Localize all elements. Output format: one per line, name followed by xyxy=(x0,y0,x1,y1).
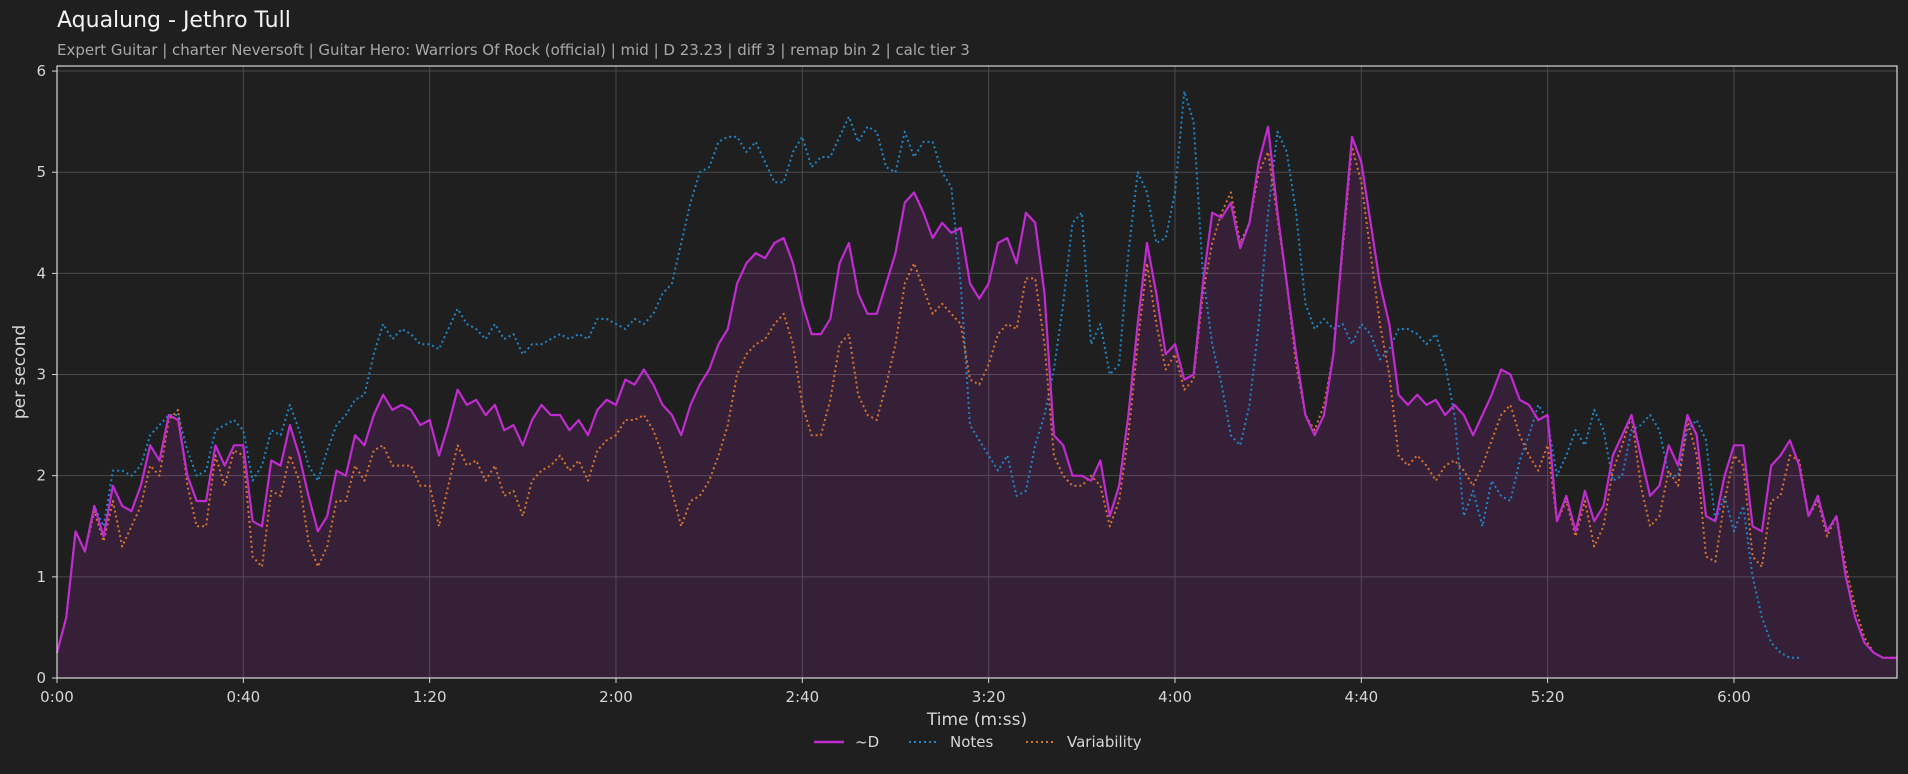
x-tick-label: 4:40 xyxy=(1344,688,1378,706)
area-fill-layer xyxy=(57,126,1897,678)
series-line-d xyxy=(55,125,1897,659)
x-axis-label: Time (m:ss) xyxy=(926,710,1027,730)
y-tick-label: 0 xyxy=(36,669,46,687)
x-tick-label: 2:40 xyxy=(785,688,819,706)
legend-label: ~D xyxy=(855,733,879,751)
legend: ~D Notes Variability xyxy=(814,733,1142,751)
legend-label: Variability xyxy=(1067,733,1142,751)
y-tick-label: 4 xyxy=(36,264,46,282)
x-tick-label: 2:00 xyxy=(599,688,633,706)
x-tick-label: 0:40 xyxy=(226,688,260,706)
x-tick-label: 1:20 xyxy=(413,688,447,706)
x-axis-ticks: 0:00 0:40 1:20 2:00 2:40 3:20 4:00 4:40 5:20 6:00 xyxy=(40,678,1751,706)
x-tick-label: 6:00 xyxy=(1717,688,1751,706)
series-area-fill xyxy=(57,126,1897,678)
y-axis-label: per second xyxy=(10,325,30,419)
chart-title: Aqualung - Jethro Tull xyxy=(57,8,291,33)
y-tick-label: 6 xyxy=(36,62,46,80)
y-tick-label: 5 xyxy=(36,163,46,181)
series-layer xyxy=(55,90,1897,659)
x-tick-label: 0:00 xyxy=(40,688,74,706)
y-tick-label: 1 xyxy=(36,568,46,586)
chart-subtitle: Expert Guitar | charter Neversoft | Guit… xyxy=(57,41,970,59)
x-tick-label: 3:20 xyxy=(972,688,1006,706)
plot-frame xyxy=(56,65,1898,679)
x-tick-label: 5:20 xyxy=(1531,688,1565,706)
y-axis-ticks: 0 1 2 3 4 5 6 xyxy=(36,62,57,687)
legend-label: Notes xyxy=(950,733,994,751)
y-tick-label: 2 xyxy=(36,467,46,485)
y-tick-label: 3 xyxy=(36,366,46,384)
series-line-notes xyxy=(56,90,1800,659)
x-tick-label: 4:00 xyxy=(1158,688,1192,706)
